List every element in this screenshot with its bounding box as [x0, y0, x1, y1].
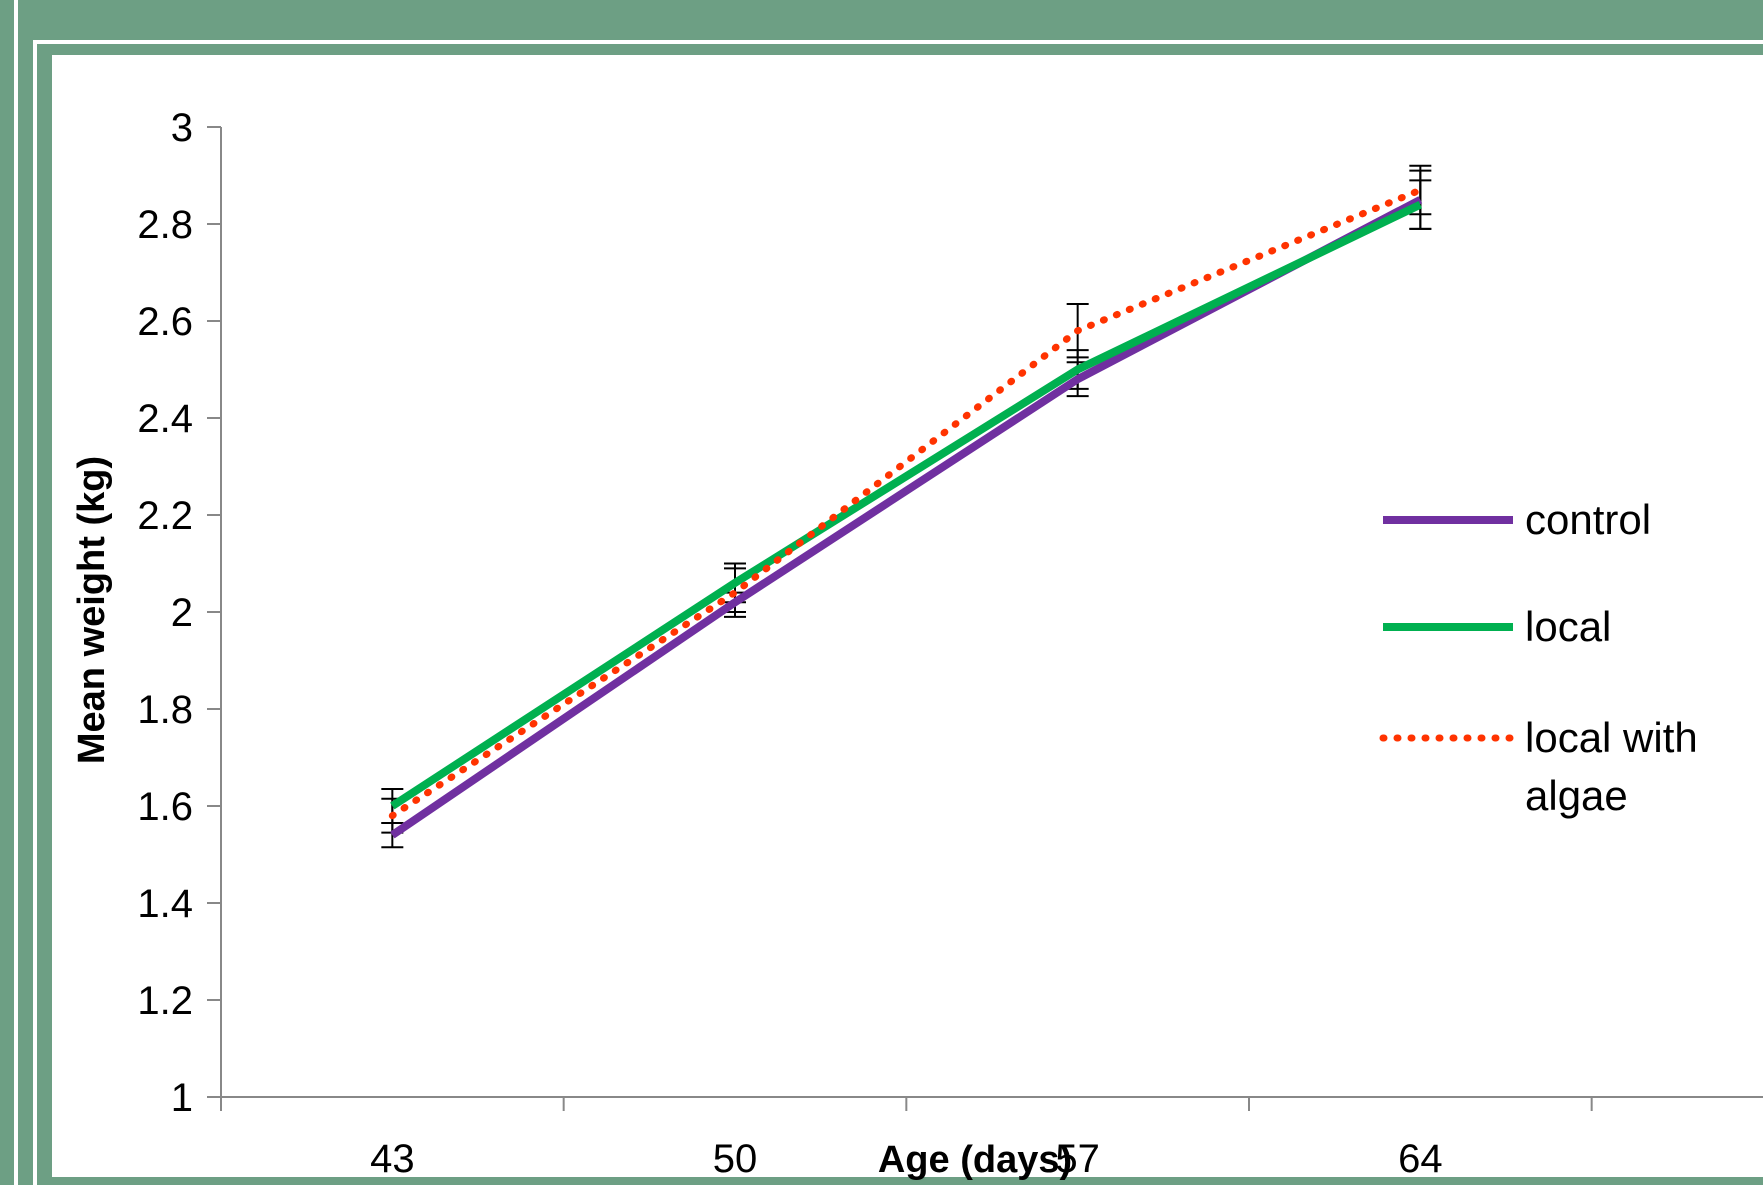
y-tick-label: 2.2 — [137, 494, 193, 538]
y-tick-label: 1.8 — [137, 688, 193, 732]
series-line-local — [390, 200, 1423, 810]
left-inner-stripe — [33, 40, 37, 1185]
tick-labels: 1 1.2 1.4 1.6 1.8 2 2.2 2.4 2.6 2.8 3 43 50 57 64 — [137, 106, 1442, 1181]
x-tick-label: 57 — [1055, 1137, 1100, 1181]
legend-label: control — [1525, 496, 1651, 543]
series-line-local-with-algae — [388, 186, 1424, 820]
y-axis-title: Mean weight (kg) — [71, 456, 113, 764]
x-axis-title: Age (days) — [878, 1139, 1072, 1181]
y-tick-label: 1.6 — [137, 785, 193, 829]
x-tick-label: 50 — [713, 1137, 758, 1181]
y-tick-label: 2.8 — [137, 203, 193, 247]
y-tick-label: 2 — [171, 591, 193, 635]
y-tick-label: 2.6 — [137, 300, 193, 344]
y-tick-label: 1.2 — [137, 979, 193, 1023]
y-tick-label: 2.4 — [137, 397, 193, 441]
legend-label: local — [1525, 603, 1611, 650]
top-stripe — [33, 40, 1763, 44]
legend: control local local with algae — [1379, 496, 1698, 819]
axes — [207, 126, 1763, 1111]
y-tick-label: 1.4 — [137, 882, 193, 926]
x-tick-label: 64 — [1398, 1137, 1443, 1181]
legend-label: algae — [1525, 772, 1628, 819]
left-stripe — [14, 0, 18, 1185]
series-lines — [388, 186, 1424, 839]
y-tick-label: 1 — [171, 1076, 193, 1120]
x-tick-label: 43 — [370, 1137, 415, 1181]
plot-background — [52, 55, 1763, 1177]
y-tick-label: 3 — [171, 106, 193, 150]
legend-label: local with — [1525, 714, 1698, 761]
